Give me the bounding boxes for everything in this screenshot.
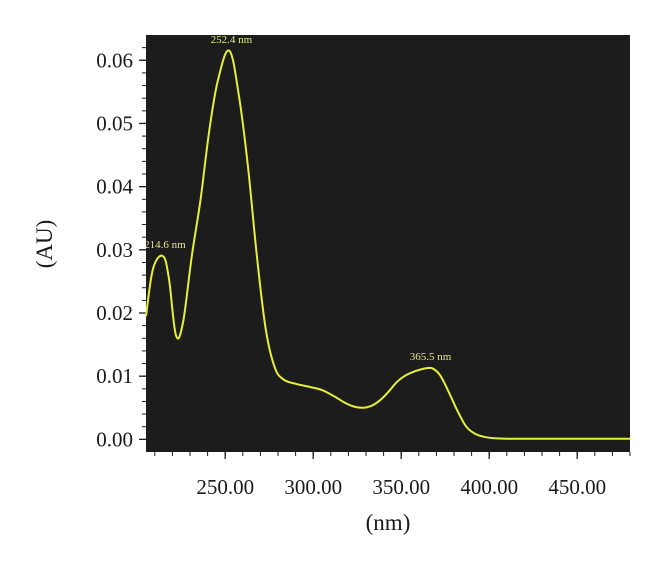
y-tick-label: 0.00 — [96, 427, 133, 451]
y-tick-label: 0.02 — [96, 301, 133, 325]
y-tick-label: 0.06 — [96, 48, 133, 72]
x-axis: 250.00 300.00 350.00 400.00 450.00 — [196, 452, 606, 499]
plot-area — [146, 35, 630, 452]
peak-label: 252.4 nm — [211, 34, 253, 46]
x-tick-label: 400.00 — [460, 475, 518, 499]
y-tick-label: 0.04 — [96, 175, 133, 199]
y-axis-title: (AU) — [32, 220, 57, 269]
y-tick-label: 0.03 — [96, 238, 133, 262]
absorbance-line — [145, 49, 630, 440]
x-axis-minor-ticks — [154, 452, 631, 456]
x-tick-label: 450.00 — [548, 475, 606, 499]
peak-label: 365.5 nm — [410, 351, 452, 363]
y-axis: 0.00 0.01 0.02 0.03 0.04 0.05 0.06 — [96, 48, 146, 451]
x-tick-label: 350.00 — [372, 475, 430, 499]
x-axis-title: (nm) — [366, 510, 411, 535]
peak-label: 214.6 nm — [144, 239, 186, 251]
x-tick-label: 300.00 — [284, 475, 342, 499]
x-tick-label: 250.00 — [196, 475, 254, 499]
y-tick-label: 0.05 — [96, 111, 133, 135]
peak-annotations: 214.6 nm 252.4 nm 365.5 nm — [144, 34, 452, 363]
y-tick-label: 0.01 — [96, 364, 133, 388]
